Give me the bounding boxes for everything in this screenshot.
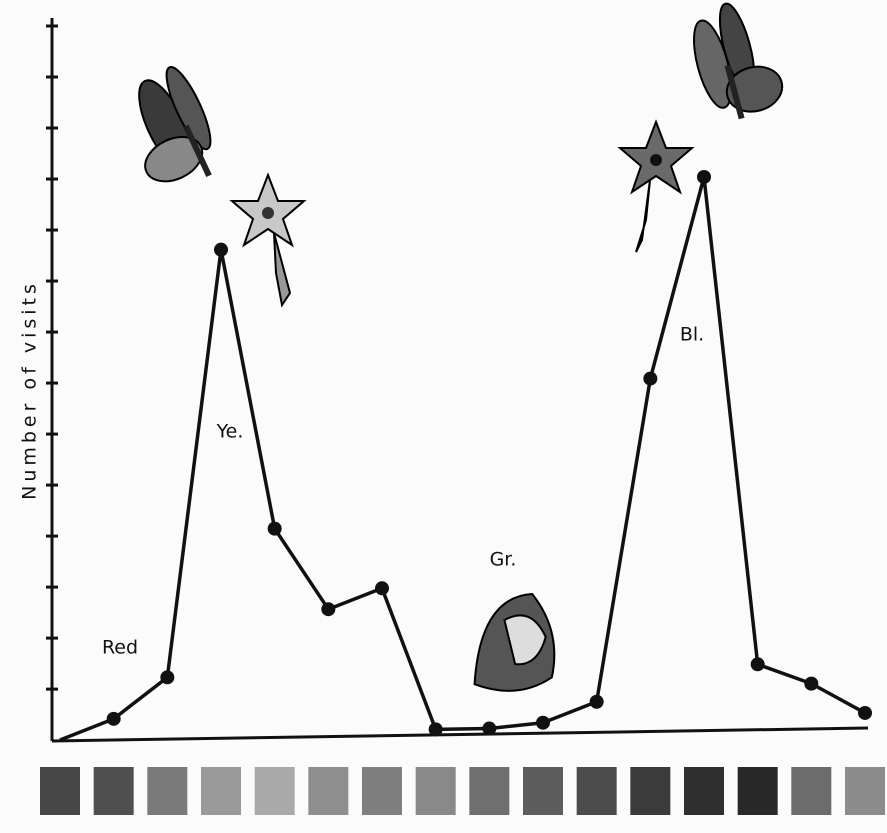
color-swatch [523,767,563,815]
data-line [60,177,865,740]
color-swatch [630,767,670,815]
data-point [536,716,550,730]
color-swatch [201,767,241,815]
butterfly-middle [452,590,568,705]
data-point [268,522,282,536]
flower-left [232,175,304,305]
color-swatch [147,767,187,815]
annotation: Gr. [490,549,517,571]
data-point [804,677,818,691]
color-swatch [94,767,134,815]
color-swatch [469,767,509,815]
data-point [214,243,228,257]
color-swatch [416,767,456,815]
flower-right [620,122,692,252]
butterfly-right [684,0,788,126]
data-point [751,657,765,671]
color-swatch [255,767,295,815]
annotation: Red [102,637,138,659]
butterfly-left [111,62,229,199]
color-swatch [845,767,885,815]
data-point [482,722,496,736]
data-point [429,722,443,736]
data-point [375,581,389,595]
color-swatch [40,767,80,815]
color-swatch [362,767,402,815]
data-point [590,695,604,709]
color-swatch [738,767,778,815]
data-point [321,602,335,616]
annotation: Ye. [216,421,244,443]
page: {"chart_data": {"type": "line", "y_label… [0,0,887,829]
color-swatch [577,767,617,815]
annotation: Bl. [680,324,704,346]
data-point [858,706,872,720]
color-swatch [684,767,724,815]
y-axis-label: Number of visits [19,280,41,500]
data-point [160,670,174,684]
color-swatch [791,767,831,815]
data-point [697,170,711,184]
data-point [107,712,121,726]
data-point [643,372,657,386]
color-swatch [308,767,348,815]
chart: Number of visits Red Ye. Gr. Bl. [0,0,887,829]
